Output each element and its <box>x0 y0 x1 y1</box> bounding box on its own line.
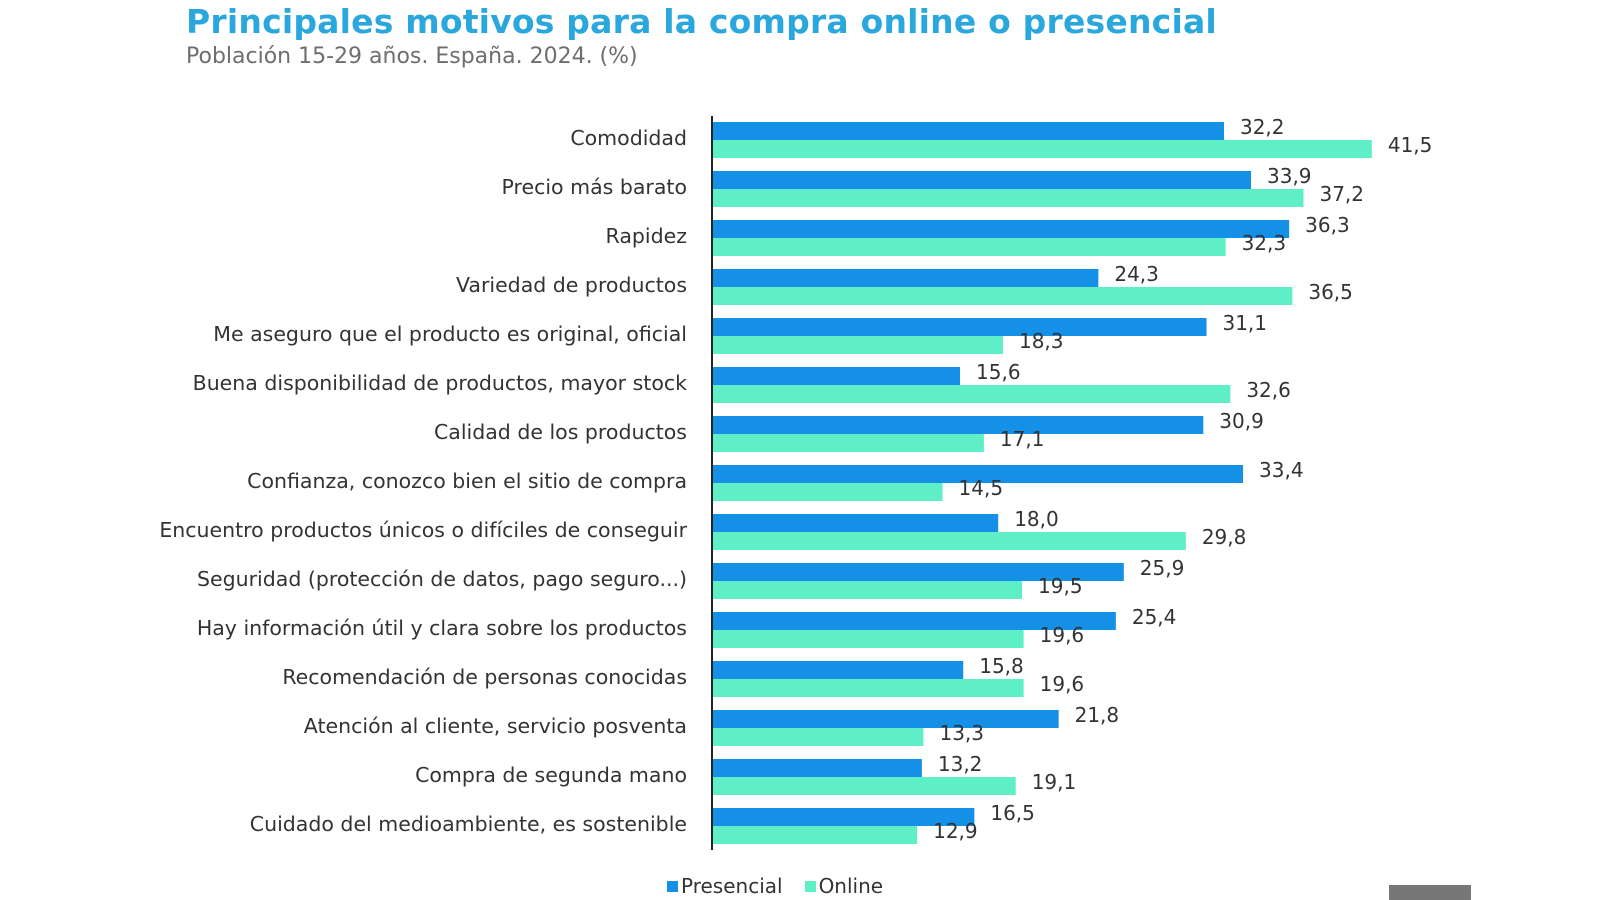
data-label-presencial: 36,3 <box>1305 213 1350 237</box>
bar-online <box>712 483 943 501</box>
data-label-presencial: 15,8 <box>979 654 1024 678</box>
category-label: Comodidad <box>570 126 687 150</box>
bar-online <box>712 385 1231 403</box>
category-label: Recomendación de personas conocidas <box>282 665 687 689</box>
data-label-online: 19,6 <box>1040 672 1085 696</box>
bar-online <box>712 336 1003 354</box>
category-label: Compra de segunda mano <box>415 763 687 787</box>
data-label-presencial: 21,8 <box>1075 703 1120 727</box>
category-label: Cuidado del medioambiente, es sostenible <box>250 812 687 836</box>
data-label-online: 18,3 <box>1019 329 1064 353</box>
data-label-presencial: 33,9 <box>1267 164 1312 188</box>
category-label: Precio más barato <box>502 175 688 199</box>
bar-presencial <box>712 367 961 385</box>
bar-online <box>712 532 1186 550</box>
bar-presencial <box>712 563 1124 581</box>
bar-presencial <box>712 808 975 826</box>
data-label-presencial: 30,9 <box>1219 409 1264 433</box>
data-label-online: 41,5 <box>1388 133 1433 157</box>
data-label-online: 19,6 <box>1040 623 1085 647</box>
legend-item-presencial: Presencial <box>667 874 783 898</box>
bar-presencial <box>712 710 1059 728</box>
category-label: Atención al cliente, servicio posventa <box>304 714 687 738</box>
data-label-online: 17,1 <box>1000 427 1045 451</box>
legend-swatch-presencial <box>667 880 678 892</box>
bar-online <box>712 826 918 844</box>
data-label-presencial: 15,6 <box>976 360 1021 384</box>
data-label-presencial: 31,1 <box>1222 311 1267 335</box>
bar-presencial <box>712 269 1099 287</box>
bar-online <box>712 434 984 452</box>
bar-presencial <box>712 220 1290 238</box>
bar-online <box>712 581 1023 599</box>
data-label-online: 32,3 <box>1242 231 1287 255</box>
bar-presencial <box>712 171 1252 189</box>
chart-subtitle: Población 15-29 años. España. 2024. (%) <box>186 44 638 69</box>
category-label: Confianza, conozco bien el sitio de comp… <box>247 469 687 493</box>
legend-swatch-online <box>804 880 816 892</box>
bar-online <box>712 728 924 746</box>
data-label-online: 29,8 <box>1202 525 1247 549</box>
category-label: Rapidez <box>606 224 687 248</box>
category-label: Calidad de los productos <box>434 420 687 444</box>
category-label: Encuentro productos únicos o difíciles d… <box>159 518 687 542</box>
bar-online <box>712 679 1024 697</box>
category-label: Buena disponibilidad de productos, mayor… <box>193 371 688 395</box>
bar-presencial <box>712 318 1207 336</box>
data-label-presencial: 24,3 <box>1114 262 1159 286</box>
legend: Presencial Online <box>667 874 883 898</box>
data-label-online: 19,1 <box>1032 770 1077 794</box>
category-label: Variedad de productos <box>456 273 687 297</box>
category-label: Me aseguro que el producto es original, … <box>213 322 687 346</box>
data-label-presencial: 25,4 <box>1132 605 1177 629</box>
bar-presencial <box>712 612 1116 630</box>
data-label-online: 13,3 <box>939 721 984 745</box>
bar-online <box>712 140 1372 158</box>
chart-title: Principales motivos para la compra onlin… <box>186 2 1217 41</box>
data-label-presencial: 13,2 <box>938 752 983 776</box>
data-label-online: 36,5 <box>1308 280 1353 304</box>
data-label-online: 14,5 <box>959 476 1004 500</box>
data-label-online: 32,6 <box>1246 378 1291 402</box>
bar-online <box>712 777 1016 795</box>
bar-presencial <box>712 416 1204 434</box>
bar-online <box>712 238 1226 256</box>
data-label-online: 12,9 <box>933 819 978 843</box>
data-label-presencial: 18,0 <box>1014 507 1059 531</box>
legend-label-presencial: Presencial <box>681 874 783 898</box>
bar-presencial <box>712 465 1244 483</box>
data-label-online: 19,5 <box>1038 574 1083 598</box>
legend-item-online: Online <box>804 874 884 898</box>
corner-overlay-box <box>1389 885 1471 900</box>
legend-label-online: Online <box>818 874 884 898</box>
data-label-presencial: 25,9 <box>1140 556 1185 580</box>
data-label-presencial: 33,4 <box>1259 458 1304 482</box>
bar-presencial <box>712 661 964 679</box>
category-label: Hay información útil y clara sobre los p… <box>197 616 687 640</box>
category-label: Seguridad (protección de datos, pago seg… <box>197 567 687 591</box>
data-label-presencial: 16,5 <box>990 801 1035 825</box>
bar-presencial <box>712 514 999 532</box>
bar-presencial <box>712 122 1224 140</box>
bar-presencial <box>712 759 922 777</box>
data-label-online: 37,2 <box>1319 182 1364 206</box>
data-label-presencial: 32,2 <box>1240 115 1285 139</box>
bar-online <box>712 189 1304 207</box>
bar-online <box>712 630 1024 648</box>
bar-online <box>712 287 1293 305</box>
